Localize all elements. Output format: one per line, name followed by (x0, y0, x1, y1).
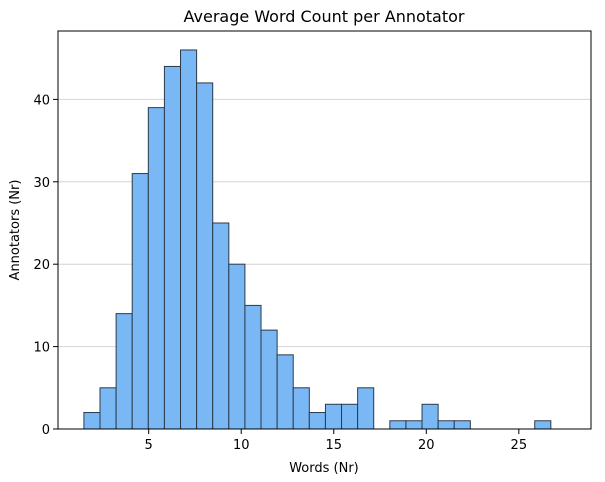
x-tick-label: 20 (418, 438, 435, 453)
x-tick-label: 10 (233, 438, 250, 453)
y-tick-label: 10 (33, 341, 50, 356)
x-tick-label: 5 (145, 438, 153, 453)
histogram-bar (308, 412, 326, 430)
x-axis-ticks: 5 10 15 20 25 (145, 429, 528, 453)
histogram-bar (99, 387, 117, 430)
histogram-bar (244, 304, 262, 430)
histogram-bar (534, 420, 552, 430)
y-tick-label: 40 (33, 93, 50, 108)
x-tick-label: 25 (511, 438, 528, 453)
histogram-bar (163, 65, 182, 430)
histogram-bar (260, 329, 278, 430)
histogram-bar (180, 49, 198, 430)
y-axis-label: Annotators (Nr) (8, 180, 23, 281)
histogram-bar (437, 420, 455, 430)
histogram-bar (341, 403, 359, 430)
histogram-bar (83, 412, 101, 430)
histogram-bar (389, 420, 407, 430)
histogram-bar (196, 82, 214, 430)
chart-title: Average Word Count per Annotator (184, 7, 465, 26)
histogram-bar (228, 263, 246, 430)
histogram-bar (357, 387, 375, 430)
histogram-bar (405, 420, 423, 430)
y-tick-label: 20 (33, 258, 50, 273)
histogram-bar (147, 107, 165, 430)
bars (83, 49, 552, 430)
histogram-bar (292, 387, 310, 430)
histogram-bar (324, 403, 343, 430)
histogram-bar (453, 420, 471, 430)
histogram-bar (276, 354, 294, 430)
x-tick-label: 15 (325, 438, 342, 453)
y-axis-ticks: 0 10 20 30 40 (33, 93, 58, 438)
histogram-bar (421, 403, 439, 430)
y-tick-label: 30 (33, 176, 50, 191)
x-axis-label: Words (Nr) (289, 461, 359, 476)
histogram-bar (131, 173, 149, 430)
histogram-bar (115, 313, 133, 430)
plot-frame (57, 30, 592, 430)
histogram-bar (212, 222, 230, 430)
y-tick-label: 0 (42, 423, 50, 438)
